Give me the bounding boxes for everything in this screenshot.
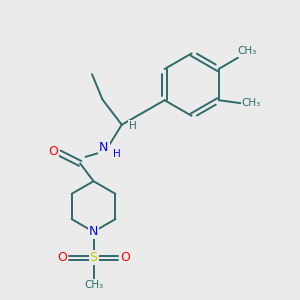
Text: CH₃: CH₃ [242,98,261,108]
Text: H: H [112,149,120,159]
Text: N: N [99,141,109,154]
Text: N: N [89,225,98,238]
Text: CH₃: CH₃ [84,280,103,290]
Text: O: O [120,251,130,264]
Text: O: O [48,145,58,158]
Text: S: S [89,251,98,264]
Text: O: O [57,251,67,264]
Text: CH₃: CH₃ [237,46,256,56]
Text: H: H [129,121,137,131]
